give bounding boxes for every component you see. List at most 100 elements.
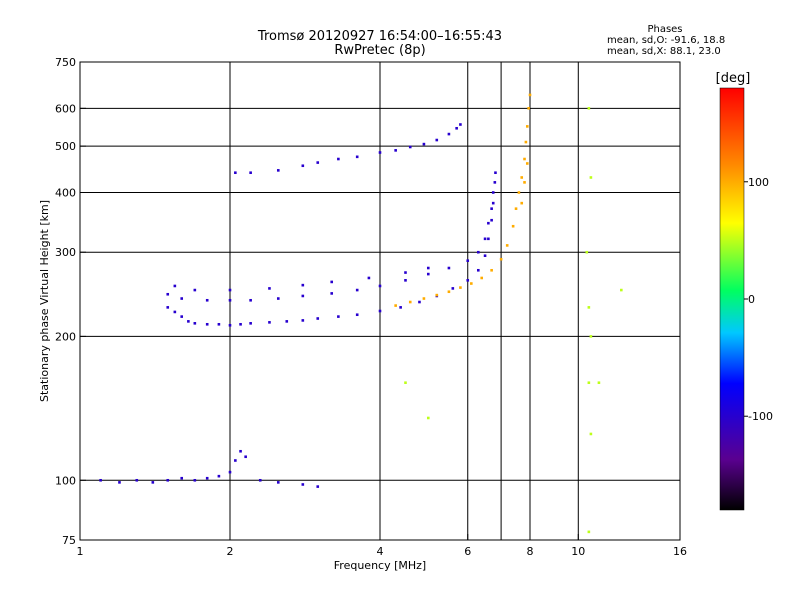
data-point <box>228 298 232 302</box>
y-axis-label: Stationary phase Virtual Height [km] <box>38 200 51 402</box>
data-point <box>276 169 280 172</box>
data-point <box>490 268 493 272</box>
data-point <box>330 280 334 284</box>
data-point <box>517 191 521 194</box>
data-point <box>285 320 289 323</box>
data-point <box>355 313 359 317</box>
data-point <box>523 157 526 161</box>
data-point <box>418 300 421 304</box>
colorbar-tick-label: 0 <box>748 293 755 306</box>
data-point <box>404 279 407 282</box>
data-point <box>301 319 305 322</box>
data-point <box>193 478 197 482</box>
data-point <box>399 306 402 309</box>
data-point <box>487 237 490 241</box>
data-point <box>459 286 462 289</box>
data-point <box>447 266 451 270</box>
data-point <box>205 322 209 326</box>
data-point <box>394 304 397 307</box>
data-point <box>483 237 487 241</box>
data-point <box>447 290 451 294</box>
data-point <box>494 171 497 175</box>
data-point <box>527 107 530 110</box>
data-point <box>589 432 593 436</box>
data-point <box>244 455 247 459</box>
data-point <box>490 218 493 222</box>
data-point <box>491 201 495 205</box>
x-tick-label: 6 <box>464 545 471 558</box>
data-point <box>483 254 487 258</box>
data-point <box>520 201 524 205</box>
data-point <box>378 151 382 154</box>
data-point <box>180 476 184 480</box>
y-tick-label: 300 <box>55 246 76 259</box>
data-point <box>470 282 473 285</box>
data-point <box>118 481 121 484</box>
data-point <box>239 322 242 326</box>
data-point <box>205 298 209 302</box>
data-point <box>408 300 412 304</box>
data-point <box>234 171 237 175</box>
data-point <box>378 309 382 313</box>
data-point <box>480 276 484 280</box>
data-point <box>276 481 280 484</box>
y-axis-ticks: 75 100 200 300 400 500 600 750 <box>55 56 86 547</box>
data-point <box>234 459 237 462</box>
data-point <box>337 315 340 318</box>
data-point <box>585 250 589 254</box>
data-point <box>180 297 184 300</box>
y-tick-label: 200 <box>55 330 76 343</box>
data-point <box>511 224 515 228</box>
data-point <box>249 298 252 302</box>
data-point <box>597 381 601 385</box>
x-tick-label: 8 <box>527 545 534 558</box>
data-point <box>205 476 209 480</box>
y-tick-label: 600 <box>55 102 76 115</box>
data-point <box>301 164 305 168</box>
data-point <box>367 276 371 280</box>
data-point <box>258 478 262 482</box>
data-point <box>525 125 529 128</box>
x-tick-label: 10 <box>571 545 585 558</box>
data-point <box>217 474 221 478</box>
data-point <box>228 470 232 474</box>
colorbar-title: [deg] <box>716 71 751 86</box>
data-point <box>166 292 170 296</box>
data-point <box>268 321 271 324</box>
data-point <box>587 530 591 534</box>
data-point <box>316 485 320 488</box>
stats-x-mode: mean, sd,X: 88.1, 23.0 <box>607 46 721 57</box>
data-point <box>490 207 493 210</box>
data-point <box>520 176 524 179</box>
data-points <box>99 93 623 534</box>
data-point <box>404 381 407 385</box>
data-point <box>166 306 170 309</box>
data-point <box>435 138 439 142</box>
data-point <box>477 268 480 272</box>
data-point <box>337 157 340 161</box>
data-point <box>459 123 462 126</box>
data-point <box>514 207 518 210</box>
data-point <box>193 322 197 325</box>
data-point <box>587 107 591 110</box>
colorbar-tick-label: 100 <box>748 176 769 189</box>
colorbar-ticks: 100 0 -100 <box>744 176 773 423</box>
data-point <box>523 181 526 184</box>
data-point <box>426 416 430 420</box>
data-point <box>525 162 529 165</box>
data-point <box>477 250 480 254</box>
data-point <box>426 266 430 270</box>
data-point <box>301 483 305 486</box>
y-tick-label: 750 <box>55 56 76 69</box>
colorbar <box>719 87 745 511</box>
data-point <box>528 93 532 97</box>
data-point <box>524 140 528 144</box>
data-point <box>316 161 320 164</box>
data-point <box>99 478 102 482</box>
data-point <box>426 272 430 276</box>
data-point <box>355 288 359 292</box>
data-point <box>466 279 470 282</box>
data-point <box>228 323 232 327</box>
x-tick-label: 2 <box>227 545 234 558</box>
data-point <box>422 142 426 146</box>
